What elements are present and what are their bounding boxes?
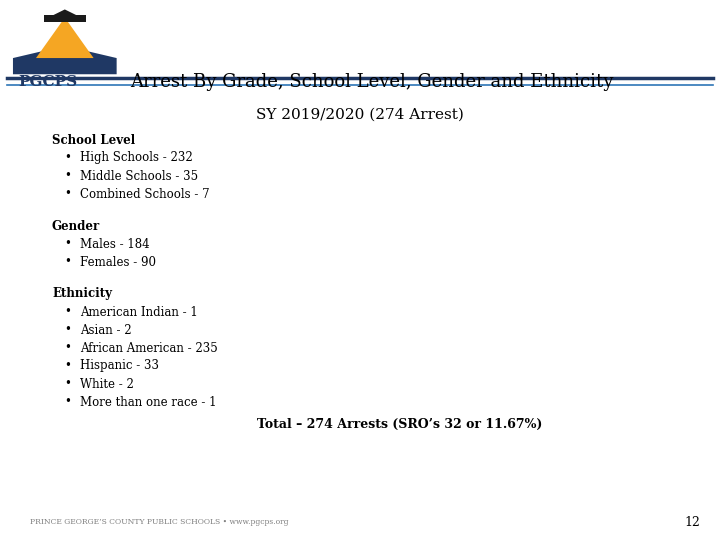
Text: Asian - 2: Asian - 2 <box>80 323 132 336</box>
Text: •: • <box>65 238 71 251</box>
Text: PRINCE GEORGE’S COUNTY PUBLIC SCHOOLS • www.pgcps.org: PRINCE GEORGE’S COUNTY PUBLIC SCHOOLS • … <box>30 518 289 526</box>
Polygon shape <box>36 17 94 58</box>
Text: School Level: School Level <box>52 133 135 146</box>
Text: Combined Schools - 7: Combined Schools - 7 <box>80 187 210 200</box>
Text: High Schools - 232: High Schools - 232 <box>80 152 193 165</box>
Polygon shape <box>13 46 117 74</box>
Text: •: • <box>65 152 71 165</box>
Text: •: • <box>65 395 71 408</box>
Text: African American - 235: African American - 235 <box>80 341 217 354</box>
Text: Gender: Gender <box>52 219 100 233</box>
Text: Middle Schools - 35: Middle Schools - 35 <box>80 170 198 183</box>
Text: SY 2019/2020 (274 Arrest): SY 2019/2020 (274 Arrest) <box>256 108 464 122</box>
Text: White - 2: White - 2 <box>80 377 134 390</box>
Text: •: • <box>65 170 71 183</box>
Text: Hispanic - 33: Hispanic - 33 <box>80 360 159 373</box>
Text: American Indian - 1: American Indian - 1 <box>80 306 198 319</box>
Text: •: • <box>65 187 71 200</box>
Text: •: • <box>65 255 71 268</box>
Text: •: • <box>65 360 71 373</box>
Text: 12: 12 <box>684 516 700 529</box>
Text: More than one race - 1: More than one race - 1 <box>80 395 217 408</box>
Text: •: • <box>65 306 71 319</box>
Text: Ethnicity: Ethnicity <box>52 287 112 300</box>
Polygon shape <box>44 15 86 22</box>
Text: PGCPS: PGCPS <box>18 75 77 89</box>
Text: Arrest By Grade, School Level, Gender and Ethnicity: Arrest By Grade, School Level, Gender an… <box>130 73 613 91</box>
Text: •: • <box>65 377 71 390</box>
Polygon shape <box>53 9 76 20</box>
Text: •: • <box>65 341 71 354</box>
Text: Males - 184: Males - 184 <box>80 238 150 251</box>
Text: •: • <box>65 323 71 336</box>
Text: Females - 90: Females - 90 <box>80 255 156 268</box>
Text: Total – 274 Arrests (SRO’s 32 or 11.67%): Total – 274 Arrests (SRO’s 32 or 11.67%) <box>257 417 543 430</box>
